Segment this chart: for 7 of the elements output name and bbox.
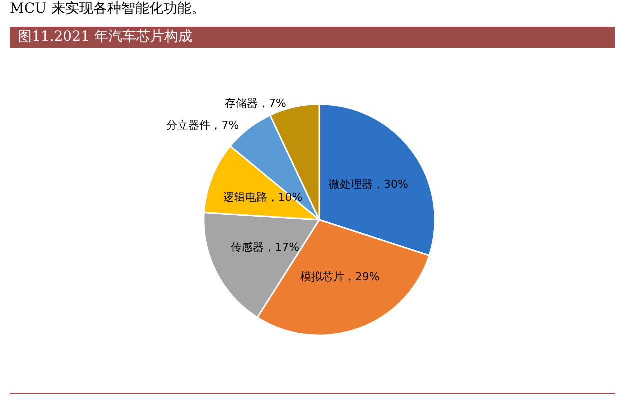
slice-label: 传感器，17% bbox=[231, 241, 300, 254]
text: MCU 来实现各种智能化功能。 bbox=[10, 0, 206, 18]
slice-label: 存储器，7% bbox=[224, 96, 286, 110]
chart-title: 图11.2021 年汽车芯片构成 bbox=[10, 27, 615, 48]
slice-label: 模拟芯片，29% bbox=[300, 270, 380, 284]
slice-label: 分立器件，7% bbox=[166, 118, 240, 132]
slice-label: 微处理器，30% bbox=[328, 178, 408, 191]
